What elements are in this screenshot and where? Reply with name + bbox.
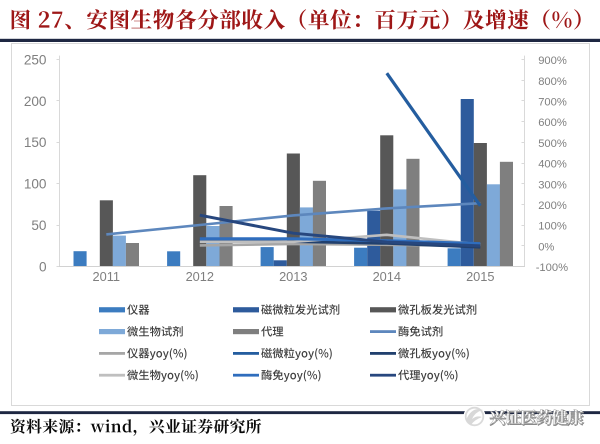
svg-text:500%: 500%: [538, 138, 567, 150]
svg-text:0: 0: [39, 259, 47, 274]
svg-text:300%: 300%: [538, 179, 567, 191]
svg-text:2013: 2013: [279, 269, 307, 284]
svg-text:900%: 900%: [538, 55, 567, 67]
svg-text:100: 100: [24, 177, 47, 192]
svg-text:800%: 800%: [538, 76, 567, 88]
svg-text:2011: 2011: [93, 269, 121, 284]
svg-text:50: 50: [31, 218, 47, 233]
svg-text:0%: 0%: [538, 241, 554, 253]
svg-text:400%: 400%: [538, 159, 567, 171]
svg-text:700%: 700%: [538, 97, 567, 109]
svg-text:600%: 600%: [538, 117, 567, 129]
svg-text:2015: 2015: [466, 269, 494, 284]
svg-text:250: 250: [24, 53, 47, 68]
svg-text:200: 200: [24, 94, 47, 109]
svg-text:100%: 100%: [538, 221, 567, 233]
svg-text:2012: 2012: [186, 269, 214, 284]
svg-text:200%: 200%: [538, 200, 567, 212]
svg-text:150: 150: [24, 135, 47, 150]
svg-text:2014: 2014: [373, 269, 401, 284]
svg-text:-100%: -100%: [536, 262, 568, 274]
